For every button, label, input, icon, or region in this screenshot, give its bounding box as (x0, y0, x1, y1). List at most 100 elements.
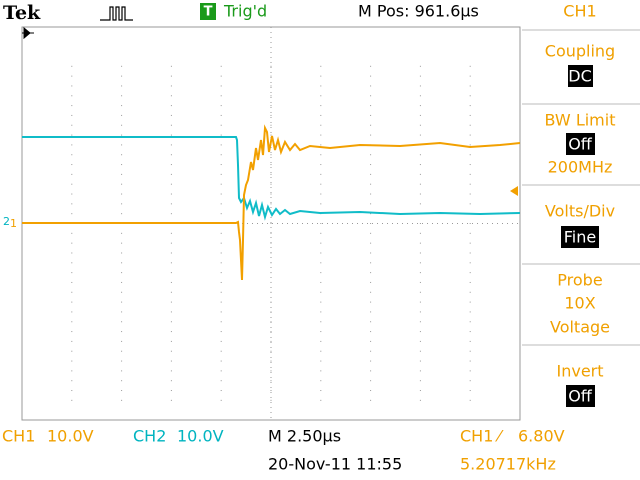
grid-dot (270, 65, 272, 67)
grid-dot (469, 173, 471, 175)
grid-dot (270, 124, 272, 126)
grid-dot (370, 154, 372, 156)
trigger-position-marker (22, 26, 34, 40)
menu-title[interactable]: Probe (557, 271, 602, 290)
grid-dot (419, 114, 421, 116)
grid-dot (170, 203, 172, 205)
grid-dot (370, 213, 372, 215)
menu-title[interactable]: Coupling (545, 42, 615, 61)
grid-dot (121, 331, 123, 333)
grid-dot (170, 105, 172, 107)
grid-dot (121, 321, 123, 323)
grid-dot (270, 301, 272, 303)
grid-dot (220, 85, 222, 87)
grid-dot (270, 114, 272, 116)
grid-dot (71, 311, 73, 313)
grid-dot (320, 203, 322, 205)
grid-dot (469, 203, 471, 205)
grid-dot (220, 203, 222, 205)
grid-dot (220, 252, 222, 254)
grid-dot (419, 223, 421, 224)
menu-value: DC (568, 67, 592, 86)
grid-dot (419, 340, 421, 342)
grid-dot (121, 340, 123, 342)
grid-dot (170, 75, 172, 77)
grid-dot (419, 350, 421, 352)
grid-dot (469, 281, 471, 283)
grid-dot (320, 65, 322, 67)
side-menu: Coupling DC BW Limit Off 200MHz Volts/Di… (522, 29, 640, 407)
grid-dot (220, 390, 222, 392)
grid-dot (170, 232, 172, 234)
grid-dot (320, 311, 322, 313)
menu-value: Off (568, 135, 593, 154)
grid-dot (419, 154, 421, 156)
grid-dot (270, 321, 272, 323)
grid-dot (121, 134, 123, 136)
menu-title[interactable]: BW Limit (545, 111, 616, 130)
grid-dot (469, 223, 471, 224)
grid-dot (220, 232, 222, 234)
grid-dot (170, 85, 172, 87)
grid-dot (370, 272, 372, 274)
grid-dot (270, 223, 272, 224)
grid-dot (220, 272, 222, 274)
grid-dot (320, 232, 322, 234)
grid-dot (419, 399, 421, 401)
menu-title[interactable]: Invert (556, 362, 603, 381)
grid-dot (121, 164, 123, 166)
grid-dot (170, 193, 172, 195)
grid-dot (71, 65, 73, 67)
grid-dot (370, 399, 372, 401)
grid-dot (370, 350, 372, 352)
grid-dot (419, 173, 421, 175)
grid-dot (170, 350, 172, 352)
grid-dot (419, 193, 421, 195)
grid-dot (320, 183, 322, 185)
grid-dot (121, 262, 123, 264)
grid-dot (320, 105, 322, 107)
grid-dot (170, 65, 172, 67)
grid-dot (270, 350, 272, 352)
grid-dot (270, 380, 272, 382)
grid-dot (121, 232, 123, 234)
menu-value: Fine (564, 228, 596, 247)
grid-dot (71, 340, 73, 342)
grid-dot (419, 281, 421, 283)
grid-dot (170, 262, 172, 264)
grid-dot (220, 262, 222, 264)
grid-dot (419, 75, 421, 77)
ch1-trace (22, 124, 521, 281)
grid-dot (469, 350, 471, 352)
grid-dot (270, 173, 272, 175)
grid-dot (270, 105, 272, 107)
grid-dot (469, 144, 471, 146)
menu-title[interactable]: Volts/Div (545, 202, 615, 221)
grid-dot (419, 95, 421, 97)
grid-dot (419, 134, 421, 136)
grid-dot (469, 134, 471, 136)
grid-dot (71, 291, 73, 293)
grid-dot (270, 272, 272, 274)
grid-dot (170, 144, 172, 146)
value-box (568, 65, 593, 87)
grid-dot (121, 281, 123, 283)
grid-dot (270, 311, 272, 313)
menu-note: Voltage (550, 318, 610, 337)
trigger-level: 6.80V (518, 427, 565, 446)
ch1-marker: 1 (10, 217, 17, 230)
grid-dot (170, 114, 172, 116)
grid-dot (170, 95, 172, 97)
grid-dot (220, 360, 222, 362)
grid-dot (170, 311, 172, 313)
grid-dot (121, 144, 123, 146)
grid-dot (121, 65, 123, 67)
ch1-scale: 10.0V (47, 427, 94, 446)
grid-dot (469, 301, 471, 303)
grid-dot (469, 124, 471, 126)
grid-dot (170, 252, 172, 254)
grid-dot (71, 252, 73, 254)
grid-dot (220, 193, 222, 195)
grid-dot (220, 213, 222, 215)
grid-dot (419, 65, 421, 67)
